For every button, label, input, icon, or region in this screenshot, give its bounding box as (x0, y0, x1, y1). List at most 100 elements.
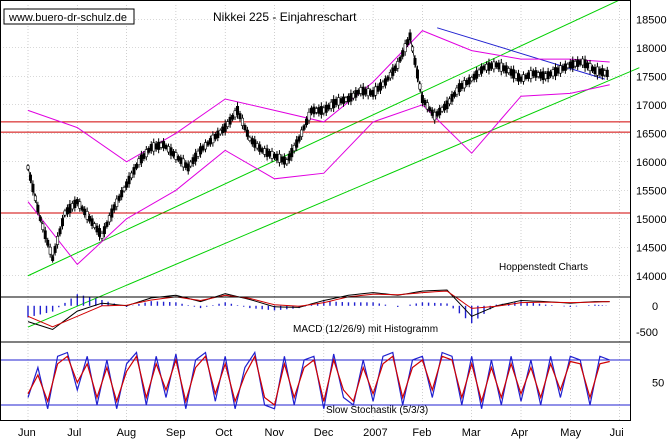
candle-body-107 (290, 148, 294, 158)
candle-body-153 (403, 43, 407, 53)
candle-body-194 (504, 65, 508, 74)
candle-body-96 (263, 148, 267, 155)
candle-body-176 (460, 83, 464, 89)
candle-body-74 (208, 138, 212, 145)
candle-body-116 (312, 106, 316, 115)
candle-body-50 (149, 144, 153, 151)
candle-body-121 (324, 104, 328, 113)
price-tick-label-3: 15500 (636, 185, 667, 197)
candle-body-156 (411, 46, 415, 52)
candle-body-78 (218, 129, 222, 135)
candle-body-123 (329, 101, 333, 109)
candle-body-143 (378, 82, 382, 91)
candle-body-199 (517, 73, 521, 82)
trendline-line-5 (437, 27, 605, 80)
candle-body-203 (526, 72, 530, 79)
x-tick-label-12: Jui (610, 427, 624, 439)
candle-body-229 (590, 66, 594, 72)
candle-body-53 (157, 141, 161, 150)
candle-body-106 (287, 153, 291, 161)
candle-body-128 (342, 96, 346, 104)
candle-body-54 (159, 142, 163, 148)
candle-body-34 (110, 208, 114, 218)
candle-body-86 (238, 113, 242, 120)
candle-body-69 (196, 150, 200, 157)
candle-body-83 (231, 114, 235, 120)
candle-body-115 (309, 107, 313, 114)
x-tick-label-11: May (560, 427, 581, 439)
candle-body-108 (292, 145, 296, 152)
candle-body-57 (167, 146, 171, 153)
candle-body-117 (314, 108, 318, 113)
candle-body-197 (512, 69, 516, 79)
candle-body-187 (487, 62, 491, 71)
candle-body-104 (282, 156, 286, 165)
price-reference-lines (0, 0, 640, 328)
candle-body-19 (73, 199, 77, 209)
macd-tick-label-0: -500 (636, 327, 658, 339)
x-tick-label-7: 2007 (363, 427, 387, 439)
candle-body-169 (443, 103, 447, 111)
channel-line-1 (27, 67, 640, 328)
candle-body-94 (258, 144, 262, 152)
candle-body-114 (307, 111, 311, 121)
price-tick-label-8: 18000 (636, 43, 667, 55)
candle-body-132 (351, 92, 355, 99)
stochastic-d-line (27, 354, 610, 407)
candle-body-71 (201, 145, 205, 151)
candle-body-146 (386, 76, 390, 81)
candle-body-168 (440, 107, 444, 112)
candle-body-179 (467, 77, 471, 85)
price-tick-label-9: 18500 (636, 14, 667, 26)
candle-body-13 (58, 228, 62, 235)
candle-body-166 (435, 111, 439, 117)
plot-frame (0, 0, 631, 421)
candle-body-158 (415, 69, 419, 79)
candle-body-227 (586, 62, 590, 69)
candle-body-98 (268, 151, 272, 157)
candle-body-103 (280, 156, 284, 163)
macd-signal-line (27, 290, 610, 328)
candle-body-33 (107, 215, 111, 223)
candle-body-144 (381, 81, 385, 87)
bollinger-bands (27, 30, 610, 266)
macd-title: MACD (12/26/9) mit Histogramm (293, 324, 438, 335)
bollinger-upper-0 (27, 30, 610, 163)
candle-body-216 (558, 65, 562, 74)
candle-body-87 (240, 117, 244, 126)
candle-body-52 (154, 143, 158, 150)
price-tick-label-7: 17500 (636, 71, 667, 83)
candle-body-192 (499, 62, 503, 72)
price-tick-label-4: 16000 (636, 157, 667, 169)
x-tick-label-10: Apr (511, 427, 528, 439)
candle-body-145 (383, 78, 387, 86)
candle-body-31 (102, 226, 106, 235)
candle-body-60 (174, 152, 178, 160)
candle-body-14 (61, 218, 65, 227)
candle-body-230 (593, 67, 597, 74)
candle-body-89 (245, 129, 249, 137)
candle-body-65 (186, 163, 190, 172)
candle-body-61 (176, 156, 180, 161)
candle-body-148 (391, 67, 395, 76)
candle-body-207 (536, 72, 540, 77)
candle-body-155 (408, 32, 412, 41)
candle-body-159 (418, 83, 422, 90)
x-tick-label-3: Sep (166, 427, 186, 439)
candle-body-138 (366, 88, 370, 97)
macd-tick-label-1: 0 (652, 301, 658, 313)
price-tick-label-0: 14000 (636, 271, 667, 283)
candle-body-140 (371, 89, 375, 97)
candle-body-131 (349, 93, 353, 102)
candle-body-37 (117, 195, 121, 201)
candle-body-11 (53, 246, 57, 253)
url-box (3, 8, 135, 25)
stochastic-title: Slow Stochastik (5/3/3) (326, 405, 428, 416)
candle-body-141 (374, 86, 378, 96)
candle-body-82 (228, 116, 232, 125)
candle-body-208 (539, 71, 543, 79)
candle-body-205 (531, 70, 535, 77)
candle-body-56 (164, 144, 168, 149)
candle-body-48 (144, 149, 148, 158)
candle-body-225 (581, 58, 585, 66)
